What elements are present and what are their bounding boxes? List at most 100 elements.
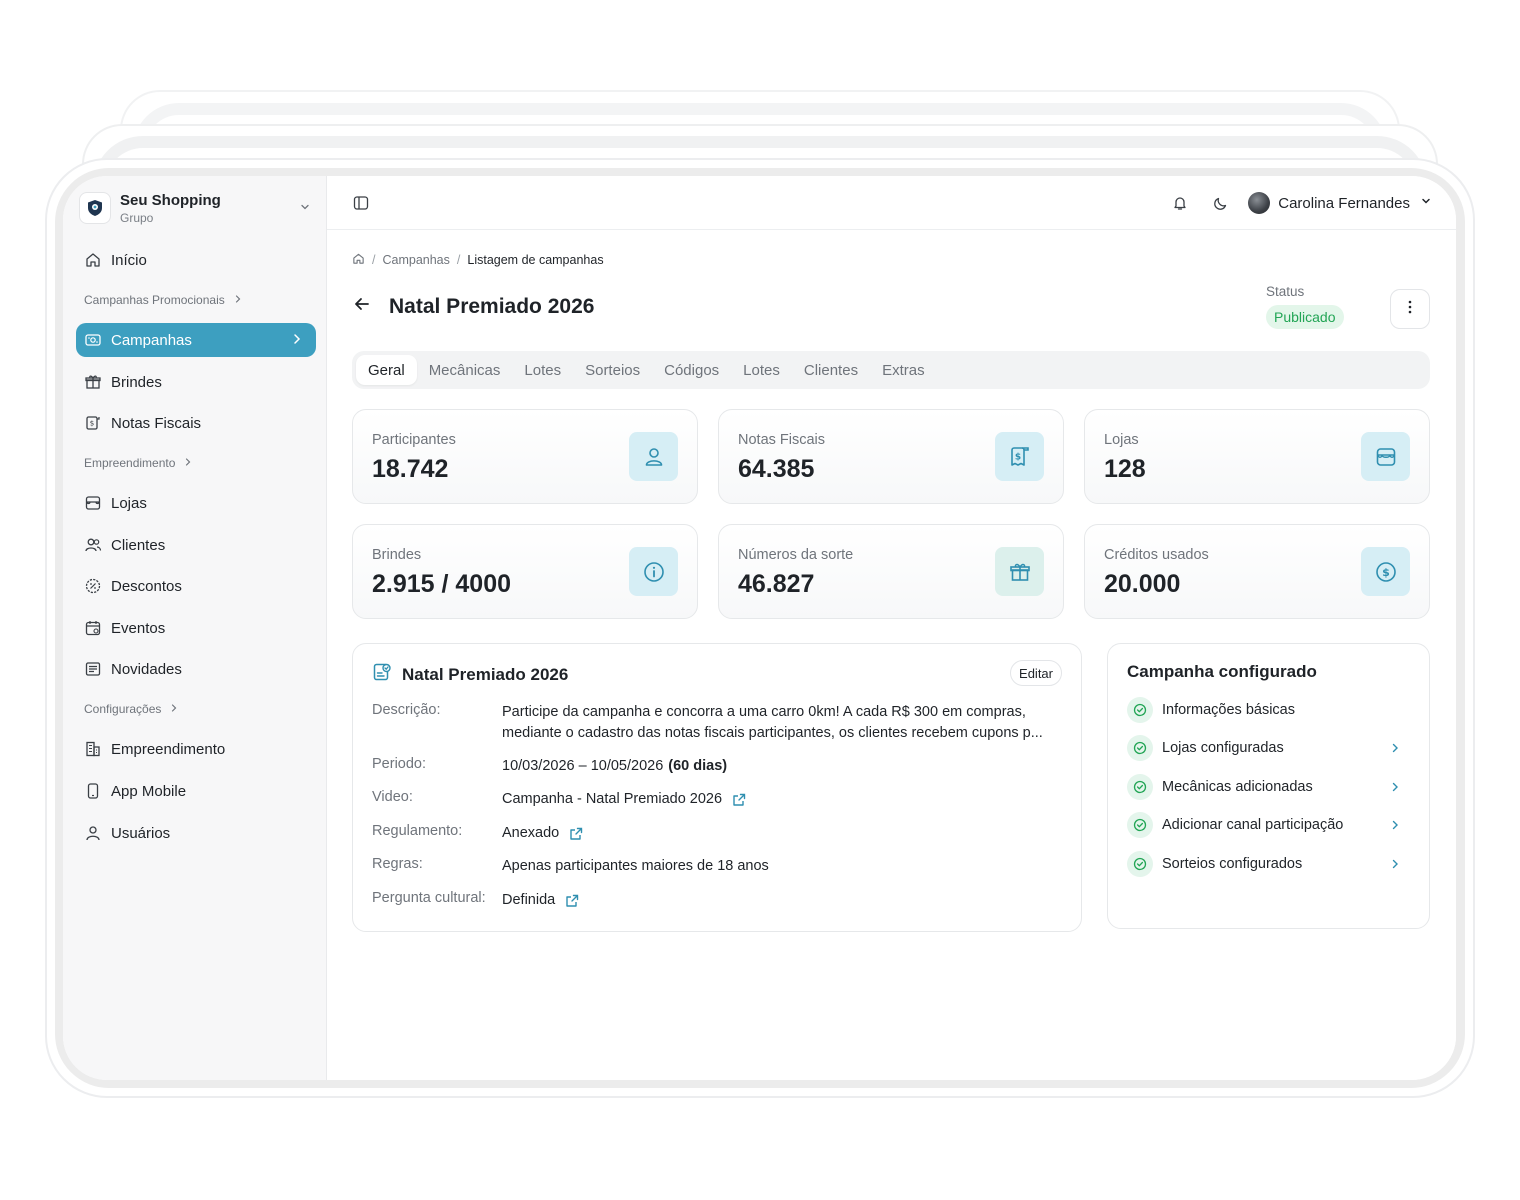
detail-value[interactable]: Anexado [502, 825, 560, 841]
sidebar-section-empreendimento[interactable]: Empreendimento [84, 456, 193, 470]
stat-label: Créditos usados [1104, 547, 1209, 563]
chevron-right-icon [169, 702, 179, 716]
tab-extras[interactable]: Extras [882, 361, 925, 379]
brand-subtitle: Grupo [120, 210, 154, 225]
sidebar-section-label: Configurações [84, 702, 162, 716]
check-circle-icon [1127, 774, 1153, 800]
stat-value: 64.385 [738, 455, 815, 483]
detail-value[interactable]: Definida [502, 892, 556, 908]
config-item-informacoes-basicas[interactable]: Informações básicas [1127, 697, 1409, 723]
config-item-mecanicas-adicionadas[interactable]: Mecânicas adicionadas [1127, 774, 1409, 800]
breadcrumb-link[interactable]: Campanhas [382, 253, 450, 267]
detail-value: Participe da campanha e concorra a uma c… [502, 704, 1043, 741]
sidebar-section-label: Empreendimento [84, 456, 176, 470]
detail-value[interactable]: Campanha - Natal Premiado 2026 [502, 791, 723, 807]
sidebar-item-label: Lojas [111, 494, 147, 512]
svg-text:$: $ [90, 420, 94, 428]
status-box: Status Publicado [1266, 284, 1344, 329]
detail-value-wrap[interactable]: Campanha - Natal Premiado 2026 [502, 789, 747, 810]
tab-geral[interactable]: Geral [356, 355, 417, 385]
breadcrumb: / Campanhas / Listagem de campanhas [352, 252, 604, 268]
external-link-icon[interactable] [568, 826, 584, 842]
sidebar-item-clientes[interactable]: Clientes [76, 528, 316, 562]
stat-label: Notas Fiscais [738, 432, 826, 448]
config-item-adicionar-canal[interactable]: Adicionar canal participação [1127, 812, 1409, 838]
page-header: Natal Premiado 2026 [352, 294, 594, 319]
sidebar-toggle-icon[interactable] [353, 195, 369, 216]
tab-sorteios[interactable]: Sorteios [585, 361, 641, 379]
sidebar-section-campanhas-promocionais[interactable]: Campanhas Promocionais [84, 293, 243, 307]
config-title: Campanha configurado [1127, 662, 1317, 681]
edit-button[interactable]: Editar [1010, 660, 1062, 686]
sidebar-item-app-mobile[interactable]: App Mobile [76, 774, 316, 808]
sidebar-section-label: Campanhas Promocionais [84, 293, 225, 307]
sidebar-item-campanhas[interactable]: Campanhas [76, 323, 316, 357]
stat-value: 18.742 [372, 455, 449, 483]
tab-codigos[interactable]: Códigos [664, 361, 720, 379]
brand-logo [79, 192, 111, 224]
brand-name: Seu Shopping [120, 191, 221, 209]
sidebar-item-usuarios[interactable]: Usuários [76, 816, 316, 850]
detail-value: 10/03/2026 – 10/05/2026 [502, 758, 664, 774]
sidebar-item-empreendimento[interactable]: Empreendimento [76, 732, 316, 766]
sidebar-item-brindes[interactable]: Brindes [76, 365, 316, 399]
stat-card-creditos-usados: Créditos usados 20.000 $ [1084, 524, 1430, 619]
external-link-icon[interactable] [564, 893, 580, 909]
chevron-down-icon[interactable] [1420, 194, 1432, 212]
detail-value-wrap[interactable]: Definida [502, 890, 580, 911]
external-link-icon[interactable] [731, 792, 747, 808]
detail-value-wrap: 10/03/2026 – 10/05/2026 (60 dias) [502, 756, 727, 777]
ticket-icon [84, 331, 102, 349]
bell-icon[interactable] [1168, 191, 1192, 215]
tab-bar: Geral Mecânicas Lotes Sorteios Códigos L… [352, 351, 1430, 389]
avatar[interactable] [1248, 192, 1271, 214]
detail-value-wrap[interactable]: Anexado [502, 823, 584, 844]
stat-card-brindes: Brindes 2.915 / 4000 [352, 524, 698, 619]
check-circle-icon [1127, 851, 1153, 877]
breadcrumb-current: Listagem de campanhas [467, 253, 604, 267]
check-circle-icon [1127, 812, 1153, 838]
detail-row-video: Video: Campanha - Natal Premiado 2026 [372, 789, 747, 810]
home-icon[interactable] [352, 252, 365, 268]
sidebar-item-eventos[interactable]: Eventos [76, 611, 316, 645]
config-item-sorteios-configurados[interactable]: Sorteios configurados [1127, 851, 1409, 877]
sidebar: Seu Shopping Grupo Início Campanhas Prom… [63, 176, 327, 1080]
sidebar-item-inicio[interactable]: Início [76, 243, 316, 277]
config-item-label: Informações básicas [1162, 702, 1295, 718]
tab-clientes[interactable]: Clientes [803, 361, 859, 379]
config-item-label: Lojas configuradas [1162, 740, 1284, 756]
detail-label: Regras: [372, 856, 423, 872]
detail-label: Pergunta cultural: [372, 890, 486, 906]
tab-lotes-2[interactable]: Lotes [743, 361, 780, 379]
breadcrumb-separator: / [372, 253, 376, 267]
user-icon [629, 432, 678, 481]
config-item-lojas-configuradas[interactable]: Lojas configuradas [1127, 735, 1409, 761]
main-content: Carolina Fernandes / Campanhas / Listage… [327, 176, 1456, 1080]
stat-card-lojas: Lojas 128 [1084, 409, 1430, 504]
tab-mecanicas[interactable]: Mecânicas [428, 361, 501, 379]
stat-label: Brindes [372, 547, 422, 563]
gift-icon [995, 547, 1044, 596]
campaign-details-card: Natal Premiado 2026 Editar Descrição: Pa… [352, 643, 1082, 932]
more-options-button[interactable] [1390, 289, 1430, 329]
stat-card-numeros-da-sorte: Números da sorte 46.827 [718, 524, 1064, 619]
config-item-label: Adicionar canal participação [1162, 817, 1344, 833]
sidebar-item-label: Início [111, 251, 147, 269]
arrow-left-icon[interactable] [352, 294, 372, 319]
breadcrumb-separator: / [456, 253, 461, 267]
tab-lotes[interactable]: Lotes [524, 361, 562, 379]
stat-card-participantes: Participantes 18.742 [352, 409, 698, 504]
detail-row-descricao: Descrição: Participe da campanha e conco… [372, 702, 1072, 744]
store-icon [84, 494, 102, 512]
user-name[interactable]: Carolina Fernandes [1278, 194, 1410, 212]
brand-switcher[interactable]: Seu Shopping Grupo [79, 188, 317, 228]
chevron-right-icon [1389, 858, 1401, 874]
sidebar-item-novidades[interactable]: Novidades [76, 652, 316, 686]
detail-row-regulamento: Regulamento: Anexado [372, 823, 584, 844]
sidebar-section-configuracoes[interactable]: Configurações [84, 702, 179, 716]
moon-icon[interactable] [1209, 191, 1233, 215]
detail-value-duration: (60 dias) [668, 758, 728, 774]
sidebar-item-lojas[interactable]: Lojas [76, 486, 316, 520]
sidebar-item-notas-fiscais[interactable]: $ Notas Fiscais [76, 406, 316, 440]
sidebar-item-descontos[interactable]: Descontos [76, 569, 316, 603]
